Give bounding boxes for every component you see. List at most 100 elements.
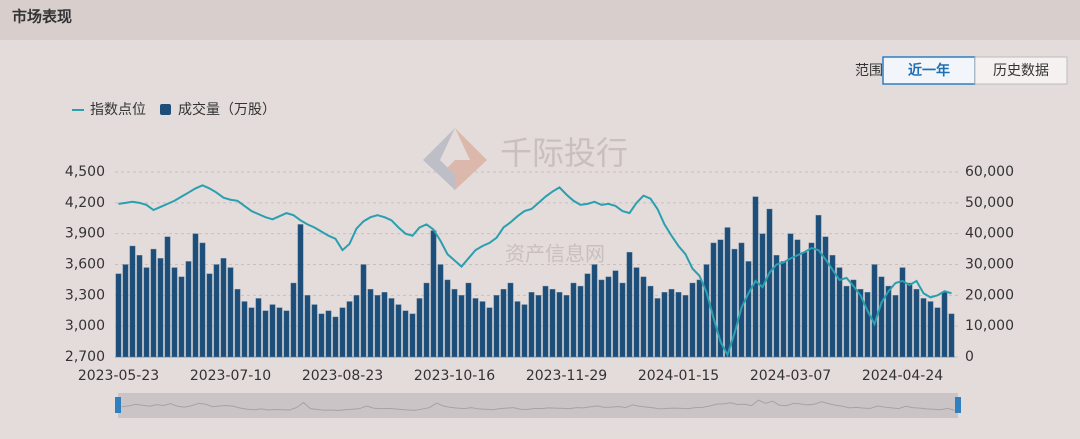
watermark: 千际投行 (500, 134, 628, 172)
bar (892, 295, 899, 358)
bar (906, 282, 913, 358)
y2-tick-label: 20,000 (965, 287, 1014, 303)
bar (535, 295, 542, 358)
bar (759, 233, 766, 358)
watermark: 资产信息网 (505, 242, 605, 266)
bar (269, 304, 276, 358)
y2-tick-label: 50,000 (965, 195, 1014, 211)
bar (157, 258, 164, 358)
bar (381, 292, 388, 358)
bar (920, 298, 927, 358)
bar (143, 267, 150, 358)
bar (458, 295, 465, 358)
bar (374, 295, 381, 358)
range-button-label[interactable]: 历史数据 (993, 63, 1049, 79)
panel (0, 40, 1080, 435)
bar (703, 264, 710, 358)
bar (150, 248, 157, 358)
bar (542, 285, 549, 358)
bar (402, 310, 409, 358)
bar (829, 255, 836, 358)
bar (395, 304, 402, 358)
bar (451, 288, 458, 358)
range-button[interactable] (882, 56, 976, 85)
bar (696, 279, 703, 358)
bar (353, 295, 360, 358)
bar (290, 282, 297, 358)
bar (367, 288, 374, 358)
bar (633, 267, 640, 358)
bar (948, 313, 955, 358)
y2-tick-label: 30,000 (965, 257, 1014, 273)
x-tick-label: 2023-11-29 (526, 368, 607, 384)
bar (206, 273, 213, 358)
x-tick-label: 2024-03-07 (750, 368, 831, 384)
bar (899, 267, 906, 358)
y-tick-label: 2,700 (65, 349, 105, 365)
bar (738, 242, 745, 358)
bar (934, 307, 941, 358)
bar (584, 273, 591, 358)
bar (171, 267, 178, 358)
bar (612, 270, 619, 358)
bar (647, 285, 654, 358)
y2-tick-label: 60,000 (965, 164, 1014, 180)
bar (493, 295, 500, 358)
index-line (118, 184, 952, 358)
y-tick-label: 3,300 (65, 287, 105, 303)
y2-tick-label: 40,000 (965, 226, 1014, 242)
bar (857, 288, 864, 358)
bar (479, 301, 486, 358)
bar (318, 313, 325, 358)
bar (122, 264, 129, 358)
bar (199, 242, 206, 358)
bar (843, 285, 850, 358)
x-tick-label: 2023-05-23 (78, 368, 159, 384)
bar (472, 298, 479, 358)
bar (619, 282, 626, 358)
bar (486, 307, 493, 358)
navigator[interactable] (118, 393, 958, 418)
logo (423, 128, 487, 190)
bar (794, 239, 801, 358)
bar (745, 261, 752, 358)
header-bar (0, 0, 1080, 40)
bar (241, 301, 248, 358)
bar (185, 261, 192, 358)
range-button[interactable] (974, 56, 1068, 85)
bar (591, 264, 598, 358)
bar (276, 307, 283, 358)
bar (227, 267, 234, 358)
bar (878, 276, 885, 358)
range-button-label[interactable]: 近一年 (908, 62, 950, 79)
bar (836, 267, 843, 358)
bar (514, 301, 521, 358)
navigator-handle[interactable] (115, 397, 121, 413)
bar (129, 245, 136, 358)
bar (339, 307, 346, 358)
bar (850, 279, 857, 358)
x-tick-label: 2023-08-23 (302, 368, 383, 384)
y-tick-label: 3,000 (65, 318, 105, 334)
bar (654, 298, 661, 358)
bar (724, 227, 731, 358)
x-tick-label: 2024-04-24 (862, 368, 943, 384)
bar (598, 279, 605, 358)
bar (682, 295, 689, 358)
y2-tick-label: 10,000 (965, 318, 1014, 334)
bar (801, 251, 808, 358)
bar (752, 196, 759, 358)
bar (304, 295, 311, 358)
bar (626, 251, 633, 358)
bar (164, 236, 171, 358)
bar (297, 224, 304, 358)
bar (360, 264, 367, 358)
bar (605, 276, 612, 358)
navigator-handle[interactable] (955, 397, 961, 413)
bar (115, 273, 122, 358)
bar (332, 316, 339, 358)
bar (507, 282, 514, 358)
bar (178, 276, 185, 358)
bar (717, 239, 724, 358)
